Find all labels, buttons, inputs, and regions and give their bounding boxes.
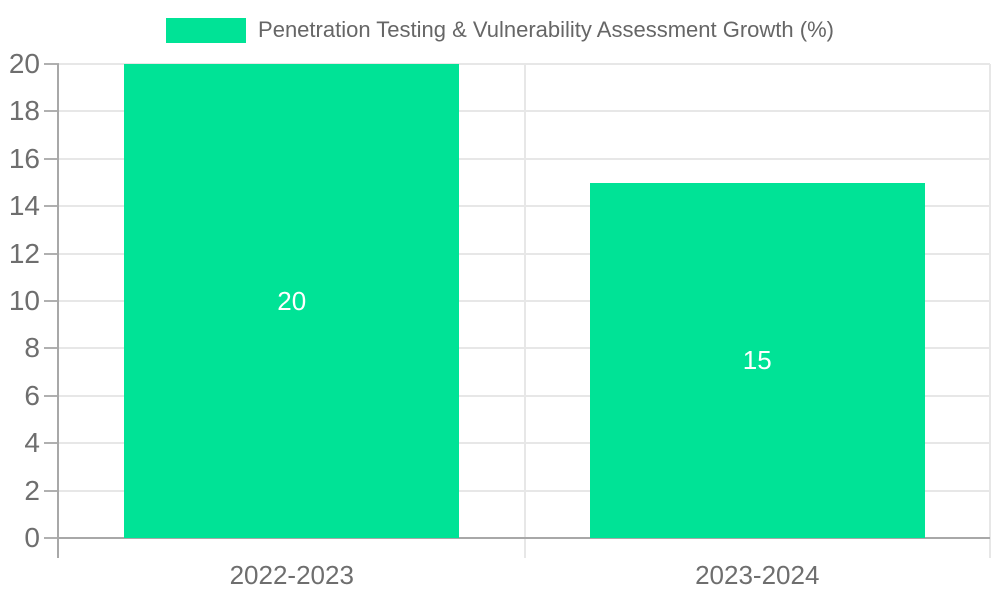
x-boundary-line: [989, 64, 991, 558]
y-tick: [44, 442, 59, 445]
y-axis-tick-label: 20: [8, 48, 40, 79]
bar-value-label: 15: [742, 344, 772, 375]
bar-2023-2024[interactable]: 15: [589, 182, 925, 538]
legend-swatch: [166, 17, 247, 43]
x-axis-line: [57, 537, 990, 539]
y-axis-tick-label: 6: [24, 379, 40, 411]
y-tick: [44, 205, 59, 208]
y-axis-tick-label: 12: [8, 237, 40, 269]
y-axis-tick-label: 2: [24, 474, 40, 506]
y-axis-tick-label: 14: [8, 190, 40, 222]
bar-2022-2023[interactable]: 20: [124, 64, 460, 538]
y-axis-tick-label: 10: [8, 285, 40, 316]
x-axis-label: 2022-2023: [229, 560, 354, 590]
y-tick: [44, 157, 59, 160]
y-tick: [44, 394, 59, 397]
x-axis-label: 2023-2024: [695, 560, 820, 590]
legend-label: Penetration Testing & Vulnerability Asse…: [258, 17, 834, 42]
y-tick: [44, 63, 59, 65]
y-axis-tick-label: 4: [24, 427, 40, 459]
y-tick: [44, 537, 59, 539]
y-tick: [44, 347, 59, 350]
legend[interactable]: Penetration Testing & Vulnerability Asse…: [0, 17, 1000, 43]
y-tick: [44, 252, 59, 255]
y-axis-tick-label: 18: [8, 95, 40, 127]
y-tick: [44, 110, 59, 113]
y-tick: [44, 489, 59, 492]
y-axis-tick-label: 16: [8, 142, 40, 174]
y-axis-line: [57, 64, 59, 558]
y-tick: [44, 300, 59, 302]
bar-value-label: 20: [277, 285, 307, 316]
y-axis-tick-label: 0: [24, 522, 40, 553]
x-boundary-line: [523, 64, 526, 558]
y-axis-tick-label: 8: [24, 332, 40, 364]
